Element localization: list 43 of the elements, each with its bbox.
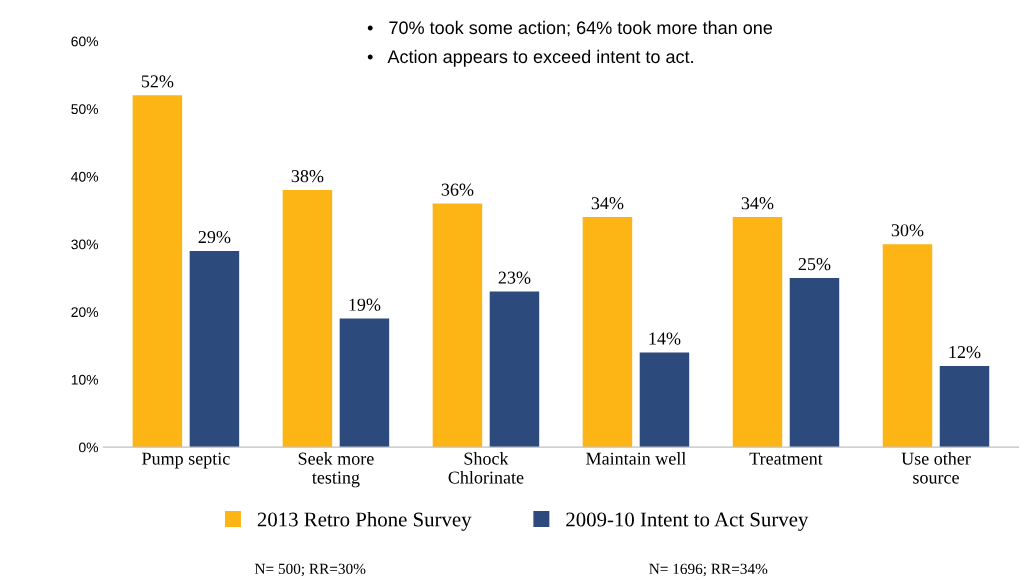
data-label: 34% <box>591 197 624 210</box>
y-tick-label: 40% <box>71 171 99 182</box>
bar <box>282 190 333 448</box>
y-tick-label: 30% <box>71 239 99 250</box>
bar <box>939 365 990 448</box>
x-tick-label: Shock Chlorinate <box>448 452 524 484</box>
legend-label: 2009-10 Intent to Act Survey <box>566 512 809 531</box>
y-tick-label: 0% <box>79 442 99 453</box>
bar <box>582 217 633 448</box>
bar <box>882 244 933 448</box>
text: N= 500; RR=30% <box>254 563 366 577</box>
bar <box>732 217 783 448</box>
y-tick-label: 50% <box>71 104 99 115</box>
bar <box>639 352 690 448</box>
x-tick-label: Seek more testing <box>298 452 374 488</box>
bar <box>339 318 390 448</box>
x-tick-label: Treatment <box>749 452 823 465</box>
y-tick-label: 60% <box>71 36 99 47</box>
data-label: 14% <box>649 332 681 345</box>
y-tick-label: 20% <box>71 307 99 318</box>
y-tick-label: 10% <box>71 374 99 385</box>
text: • 70% took some action; 64% took more than one <box>367 20 773 37</box>
x-tick-label: Use other source <box>901 452 971 484</box>
annotation: • Action appears to exceed intent to act. <box>367 49 693 67</box>
bar <box>489 291 540 448</box>
data-label: 12% <box>949 345 981 359</box>
x-tick-label: Maintain well <box>586 452 686 465</box>
bar <box>789 278 840 448</box>
text: N= 1696; RR=34% <box>649 563 768 577</box>
legend-label: 2013 Retro Phone Survey <box>257 511 472 531</box>
data-label: 19% <box>349 298 381 311</box>
data-label: 29% <box>198 230 231 244</box>
x-tick-label: Pump septic <box>142 452 230 469</box>
data-label: 36% <box>441 183 474 196</box>
data-label: 52% <box>141 75 174 88</box>
data-label: 25% <box>798 257 831 271</box>
data-label: 30% <box>891 224 924 237</box>
bar <box>189 250 240 448</box>
data-label: 38% <box>291 170 324 183</box>
bar <box>132 95 183 448</box>
data-label: 23% <box>498 271 531 284</box>
bar <box>432 203 483 448</box>
data-label: 34% <box>741 197 774 210</box>
